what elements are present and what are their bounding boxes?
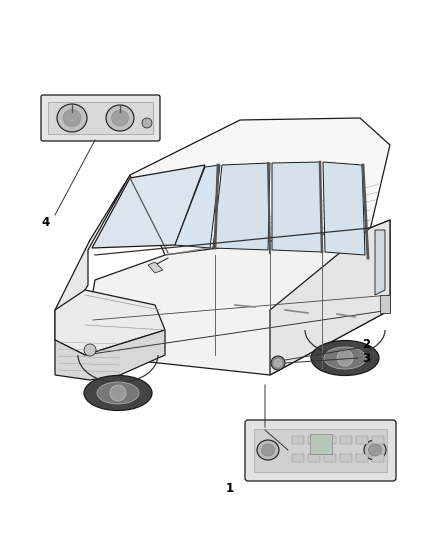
Ellipse shape: [106, 105, 134, 131]
Ellipse shape: [324, 347, 366, 369]
Circle shape: [337, 350, 353, 366]
FancyBboxPatch shape: [41, 95, 160, 141]
Bar: [380, 295, 390, 313]
Ellipse shape: [112, 110, 128, 126]
Circle shape: [142, 118, 152, 128]
Polygon shape: [85, 220, 390, 375]
Bar: [292, 454, 304, 462]
Polygon shape: [55, 290, 165, 355]
Polygon shape: [272, 162, 322, 252]
Bar: [48, 102, 153, 134]
Bar: [340, 436, 352, 444]
Bar: [372, 436, 384, 444]
Circle shape: [110, 385, 126, 401]
Bar: [292, 436, 304, 444]
Bar: [324, 436, 336, 444]
FancyBboxPatch shape: [245, 420, 396, 481]
Bar: [308, 454, 320, 462]
Ellipse shape: [63, 109, 81, 126]
Polygon shape: [323, 162, 365, 255]
Ellipse shape: [257, 440, 279, 460]
Ellipse shape: [311, 341, 379, 376]
Text: 4: 4: [42, 216, 50, 230]
Bar: [356, 454, 368, 462]
Polygon shape: [270, 220, 390, 375]
Ellipse shape: [97, 382, 139, 404]
Circle shape: [271, 356, 285, 370]
Polygon shape: [148, 262, 163, 273]
Polygon shape: [130, 118, 390, 255]
Bar: [340, 454, 352, 462]
Polygon shape: [213, 163, 270, 250]
Ellipse shape: [57, 104, 87, 132]
Ellipse shape: [84, 376, 152, 410]
Ellipse shape: [261, 444, 275, 456]
Ellipse shape: [368, 444, 381, 456]
Polygon shape: [375, 230, 385, 295]
Bar: [356, 436, 368, 444]
Bar: [254, 429, 387, 472]
Ellipse shape: [364, 440, 386, 460]
Circle shape: [274, 359, 282, 367]
Bar: [324, 454, 336, 462]
Bar: [308, 436, 320, 444]
Text: 3: 3: [362, 351, 370, 365]
Bar: [310, 434, 332, 454]
Bar: [372, 454, 384, 462]
Circle shape: [84, 344, 96, 356]
Polygon shape: [92, 165, 205, 248]
Polygon shape: [55, 330, 165, 380]
Polygon shape: [175, 165, 220, 248]
Polygon shape: [55, 175, 130, 340]
Text: 2: 2: [362, 338, 370, 351]
Text: 1: 1: [226, 481, 234, 495]
